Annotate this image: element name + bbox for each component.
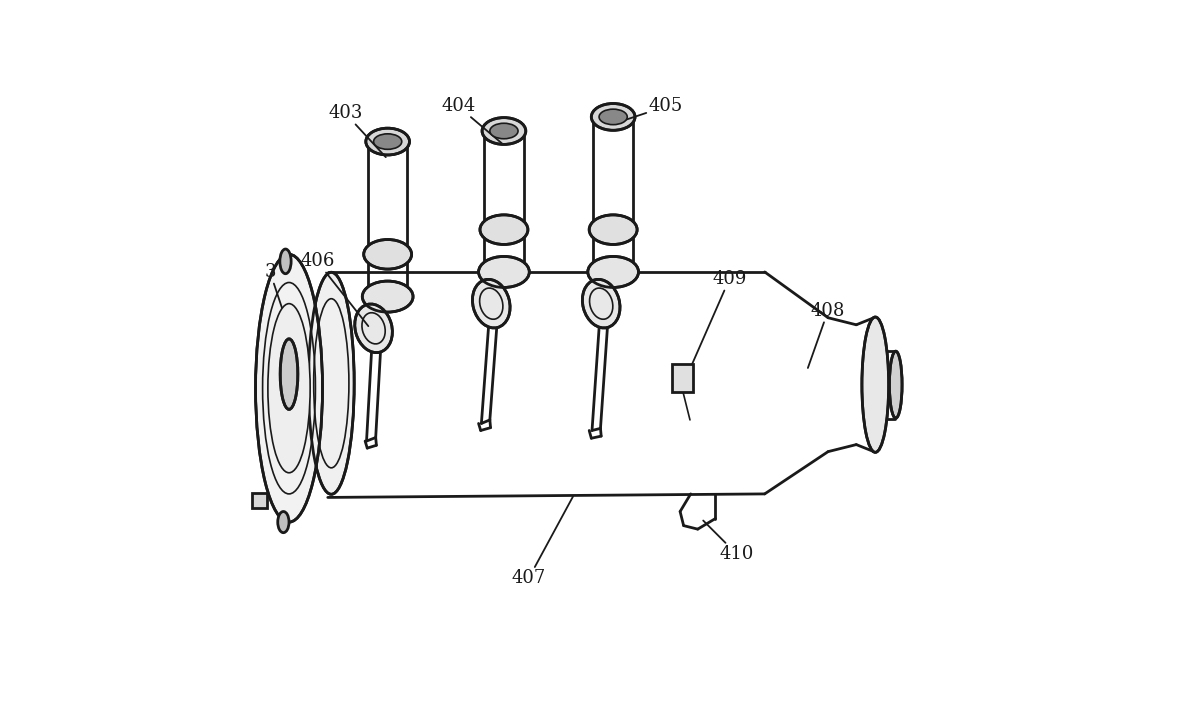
Ellipse shape — [490, 123, 518, 139]
Text: 3: 3 — [265, 263, 284, 312]
Text: 405: 405 — [616, 98, 683, 123]
Ellipse shape — [890, 352, 902, 418]
Ellipse shape — [363, 281, 413, 312]
Ellipse shape — [591, 103, 636, 130]
Ellipse shape — [308, 272, 354, 494]
Ellipse shape — [590, 215, 637, 245]
Ellipse shape — [280, 249, 291, 274]
FancyBboxPatch shape — [252, 493, 267, 508]
Ellipse shape — [862, 317, 889, 452]
Ellipse shape — [280, 339, 298, 409]
Ellipse shape — [278, 511, 290, 533]
Ellipse shape — [268, 304, 311, 473]
Ellipse shape — [255, 255, 322, 522]
FancyBboxPatch shape — [672, 364, 693, 391]
Text: 408: 408 — [807, 302, 845, 368]
Text: 406: 406 — [300, 252, 368, 326]
Ellipse shape — [354, 304, 392, 353]
Ellipse shape — [373, 134, 401, 149]
Ellipse shape — [479, 257, 530, 287]
Text: 403: 403 — [328, 104, 386, 157]
Ellipse shape — [483, 118, 526, 145]
Ellipse shape — [472, 279, 510, 328]
Text: 404: 404 — [441, 98, 501, 143]
Text: 407: 407 — [512, 496, 573, 588]
Ellipse shape — [364, 240, 412, 269]
Ellipse shape — [587, 257, 639, 287]
Ellipse shape — [366, 128, 410, 155]
Text: 409: 409 — [691, 270, 746, 368]
Ellipse shape — [480, 215, 528, 245]
Ellipse shape — [599, 109, 627, 125]
Text: 410: 410 — [703, 520, 753, 563]
Ellipse shape — [583, 279, 620, 328]
